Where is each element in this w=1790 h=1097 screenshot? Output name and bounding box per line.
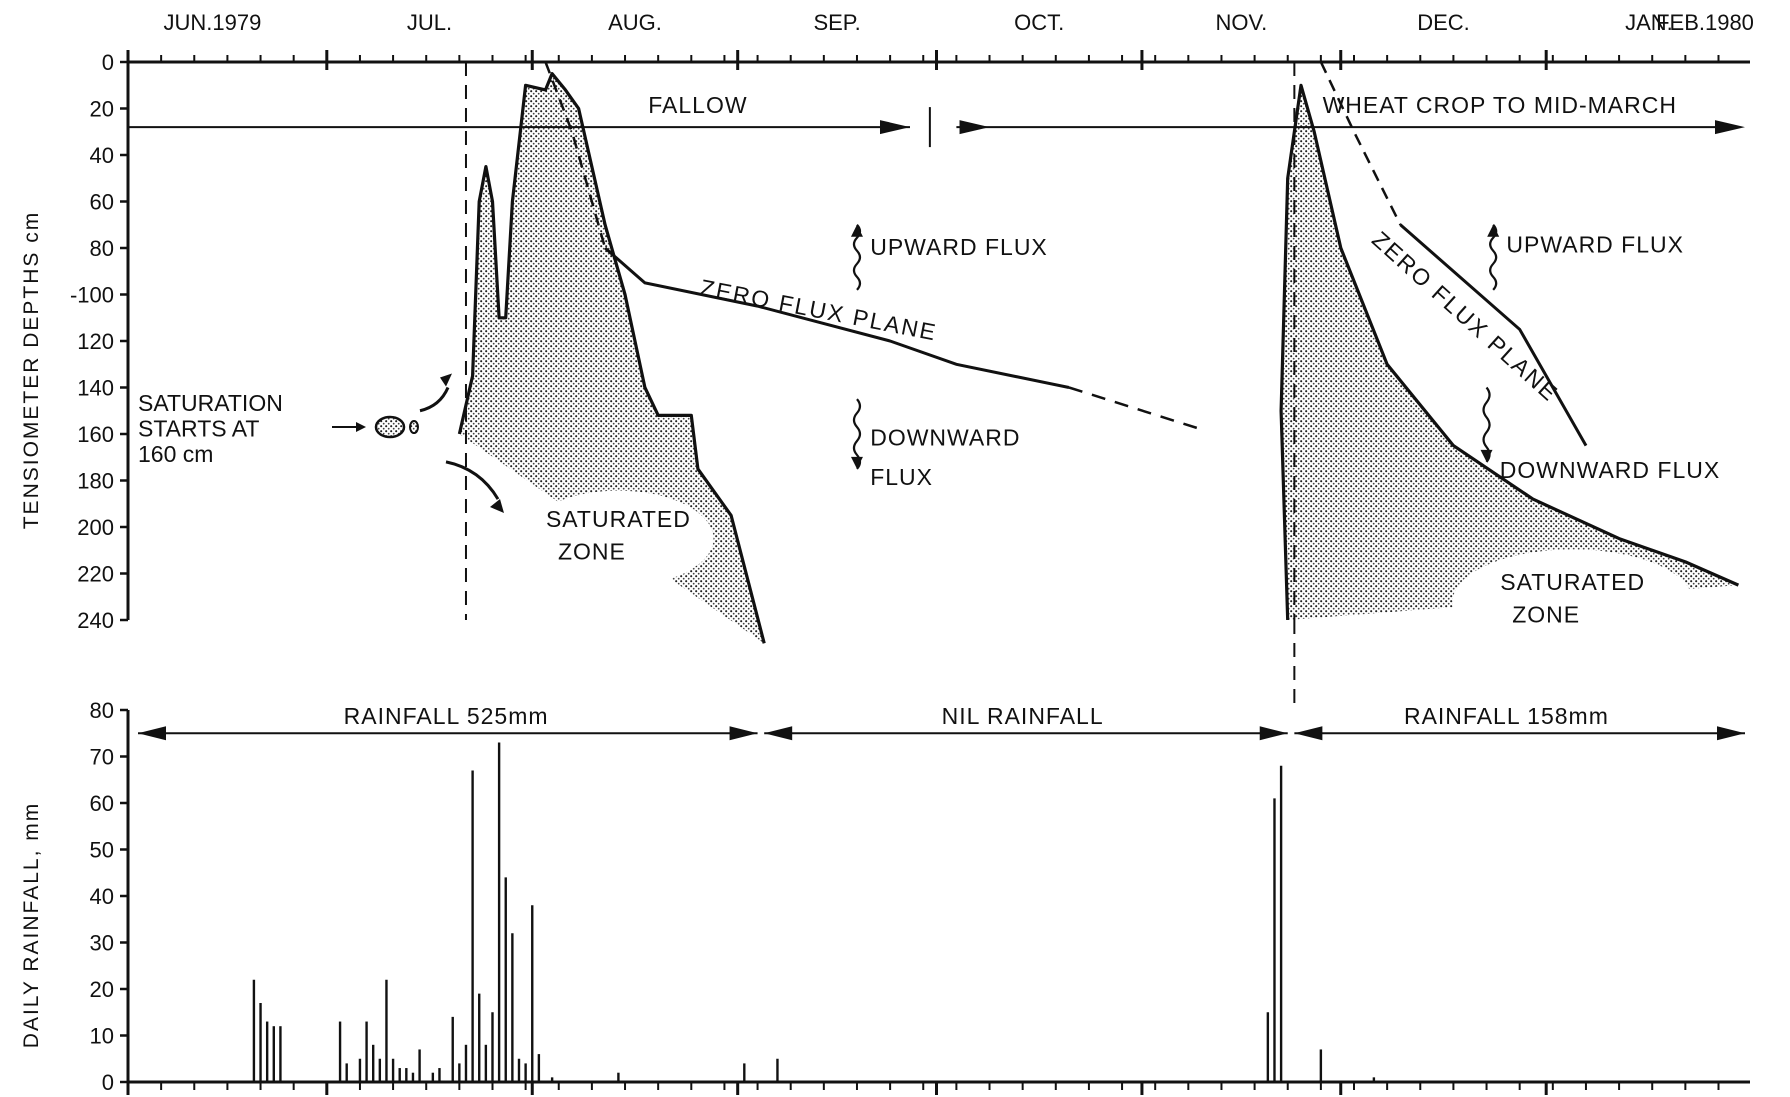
saturation-blob-small (409, 420, 419, 435)
y-tick-label: 70 (90, 745, 114, 770)
rainfall-period-1-head-left (138, 726, 166, 741)
crop-label: WHEAT CROP TO MID-MARCH (1323, 92, 1677, 118)
rainfall-period-3-head-left (1294, 726, 1323, 741)
downward-flux-label-1b: FLUX (870, 464, 933, 490)
y-tick-label: 220 (77, 562, 114, 587)
upward-flux-arrow-1-head (850, 224, 863, 237)
zfp-2-dashed-start (1319, 61, 1402, 226)
y-tick-label: 80 (90, 236, 114, 261)
period-3-label: RAINFALL 158mm (1404, 703, 1609, 729)
saturated-zone-edge-1 (457, 72, 766, 644)
rainfall-period-1-head-right (729, 726, 758, 741)
saturation-label-line1: SATURATION (138, 390, 283, 416)
zone-1-label-background (523, 490, 714, 587)
saturation-curve-down-head (490, 499, 504, 514)
y-tick-label: -100 (70, 283, 114, 308)
zone1-label-line2: ZONE (558, 539, 626, 565)
zone1-label-line1: SATURATED (546, 506, 691, 532)
fallow-label: FALLOW (648, 92, 747, 118)
y-tick-label: 0 (102, 1070, 114, 1095)
saturation-label-line3: 160 cm (138, 441, 213, 467)
saturation-pointer-head (356, 422, 366, 433)
y-tick-label: 120 (77, 329, 114, 354)
month-label: JUL. (407, 10, 452, 35)
saturated-zone-1 (459, 73, 765, 644)
month-label: NOV. (1215, 10, 1267, 35)
tensiometer-panel: 0 20 40 60 80 -100 120 140 160 180 200 220 240 FALLO… (20, 50, 1750, 710)
rainfall-period-3-head-right (1717, 726, 1745, 741)
downward-flux-label-1a: DOWNWARD (870, 425, 1020, 451)
month-label: JAN. (1625, 10, 1673, 35)
zero-flux-planes (544, 61, 1588, 447)
y-tick-label: 40 (90, 143, 114, 168)
tensiometer-axes: 0 20 40 60 80 -100 120 140 160 180 200 220 240 (70, 50, 1750, 633)
saturation-label-line2: STARTS AT (138, 415, 259, 441)
rainfall-y-label: DAILY RAINFALL, mm (20, 802, 43, 1048)
zone2-label-line1: SATURATED (1500, 569, 1645, 595)
month-label: DEC. (1417, 10, 1470, 35)
saturation-curve-up (419, 386, 450, 413)
rainfall-annotations: RAINFALL 525mm NIL RAINFALL RAINFALL 158mm (138, 703, 1745, 741)
rainfall-period-2-head-left (764, 726, 793, 741)
month-label: OCT. (1014, 10, 1064, 35)
y-tick-label: 0 (102, 50, 114, 75)
rainfall-axes: 0 10 20 30 40 50 60 70 80 (90, 698, 1750, 1095)
zfp-2-solid (1399, 223, 1588, 447)
saturated-zones (457, 62, 1740, 710)
downward-flux-arrow-2-head (1480, 449, 1493, 462)
saturated-zone-edge-2 (1279, 83, 1740, 621)
saturated-zone-2 (1281, 85, 1739, 621)
downward-flux-arrow-1-head (850, 456, 863, 469)
rainfall-bars (252, 742, 1376, 1082)
downward-flux-label-2: DOWNWARD FLUX (1500, 457, 1720, 483)
month-labels: JUN.1979 JUL. AUG. SEP. OCT. NOV. DEC. JAN.FEB.… (163, 10, 1753, 35)
upward-flux-label-2: UPWARD FLUX (1506, 232, 1684, 258)
y-tick-label: 20 (90, 977, 114, 1002)
zfp-label-1: ZERO FLUX PLANE (698, 274, 939, 345)
y-tick-label: 160 (77, 422, 114, 447)
y-tick-label: 80 (90, 698, 114, 723)
y-tick-label: 20 (90, 97, 114, 122)
saturation-blob (374, 415, 406, 439)
rainfall-panel: 0 10 20 30 40 50 60 70 80 RAINFALL 525mm NIL RAIN… (20, 698, 1750, 1095)
fallow-arrow-head (879, 120, 910, 135)
y-tick-label: 10 (90, 1024, 114, 1049)
y-tick-label: 180 (77, 469, 114, 494)
y-tick-label: 40 (90, 884, 114, 909)
y-tick-label: 50 (90, 838, 114, 863)
zone2-label-line2: ZONE (1512, 601, 1580, 627)
month-label: SEP. (813, 10, 860, 35)
rainfall-period-2-head-right (1259, 726, 1288, 741)
zfp-1-solid (604, 246, 1070, 389)
y-tick-label: 240 (77, 608, 114, 633)
crop-arrow-head-start (959, 120, 990, 135)
month-label: AUG. (608, 10, 662, 35)
y-tick-label: 30 (90, 931, 114, 956)
tensiometer-y-label: TENSIOMETER DEPTHS cm (20, 211, 43, 530)
y-tick-label: 60 (90, 190, 114, 215)
saturation-curve-up-head (440, 373, 452, 387)
month-label: FEB.1980 (1656, 10, 1754, 35)
upward-flux-arrow-2-head (1487, 224, 1500, 237)
y-tick-label: 60 (90, 791, 114, 816)
period-1-label: RAINFALL 525mm (344, 703, 549, 729)
zfp-1-dashed-end (1068, 386, 1202, 431)
y-tick-label: 200 (77, 515, 114, 540)
upward-flux-label-1: UPWARD FLUX (870, 234, 1048, 260)
crop-arrow-head-end (1715, 120, 1745, 135)
downward-flux-arrow-2 (1482, 386, 1491, 463)
y-tick-label: 140 (77, 376, 114, 401)
month-label: JUN.1979 (163, 10, 261, 35)
period-2-label: NIL RAINFALL (942, 703, 1104, 729)
zfp-1-dashed-start (544, 61, 607, 249)
downward-flux-arrow-1 (852, 398, 862, 470)
zone-2-label-background (1452, 549, 1693, 654)
saturation-curve-down (445, 460, 500, 500)
